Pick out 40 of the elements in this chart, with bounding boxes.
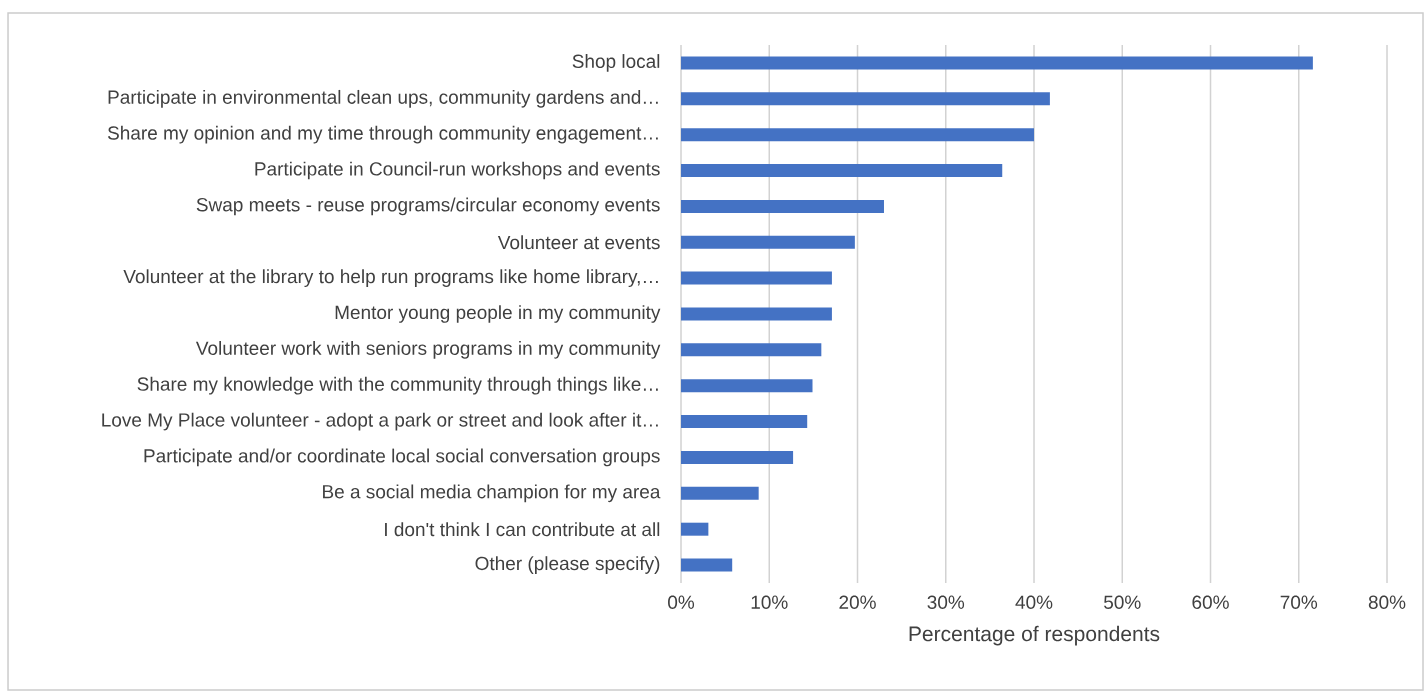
y-tick-label: Participate and/or coordinate local social conversation groups (144, 448, 660, 467)
x-tick-label: 80% (1368, 595, 1406, 609)
bar (681, 343, 822, 357)
y-tick-label: Volunteer at events (497, 235, 660, 250)
x-axis-title: Percentage of respondents (909, 625, 1160, 646)
bar (681, 235, 855, 249)
y-tick-label: Share my knowledge with the community through things like… (137, 376, 658, 395)
bar (681, 307, 832, 321)
x-tick-label: 40% (1015, 595, 1053, 609)
bar (681, 271, 832, 285)
y-tick-label: Shop local (572, 54, 660, 72)
x-tick-label: 60% (1192, 595, 1229, 609)
bar (681, 486, 759, 500)
y-tick-label: Volunteer work with seniors programs in my community (195, 341, 661, 359)
bar (681, 199, 884, 213)
bar (681, 92, 1050, 106)
bar (681, 164, 1003, 178)
x-tick-label: 10% (751, 595, 788, 609)
y-tick-label: Share my opinion and my time through community engagement… (107, 125, 658, 144)
bar (681, 128, 1035, 142)
y-tick-label: Love My Place volunteer - adopt a park or street and look after it… (102, 412, 658, 431)
x-tick-label: 70% (1280, 595, 1318, 609)
bar (681, 415, 808, 429)
bar (681, 522, 709, 536)
y-tick-label: Mentor young people in my community (335, 305, 661, 323)
bar (681, 379, 813, 393)
y-tick-label: Other (please specify) (475, 556, 660, 574)
bar (681, 56, 1313, 70)
bar (681, 450, 794, 464)
x-tick-label: 0% (668, 595, 695, 609)
y-tick-label: Be a social media champion for my area (323, 484, 661, 503)
bar (681, 558, 733, 572)
x-tick-label: 20% (839, 595, 876, 609)
y-tick-label: Swap meets - reuse programs/circular economy events (196, 197, 660, 216)
x-tick-label: 50% (1104, 595, 1141, 609)
y-tick-label: I don't think I can contribute at all (385, 522, 660, 537)
y-tick-label: Volunteer at the library to help run programs like home library,… (123, 269, 658, 287)
y-tick-label: Participate in environmental clean ups, community gardens and… (108, 89, 658, 108)
y-tick-label: Participate in Council-run workshops and events (255, 161, 660, 180)
x-tick-label: 30% (927, 595, 965, 609)
